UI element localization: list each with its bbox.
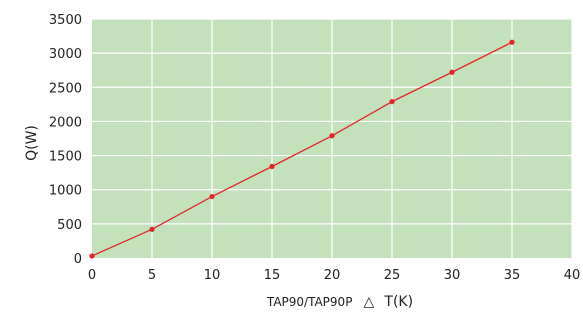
x-axis-title: TAP90/TAP90P △ T(K) [266,291,413,310]
data-point-5 [389,99,395,105]
data-point-1 [149,226,155,232]
y-tick-label-1: 500 [57,218,82,233]
data-point-4 [329,133,335,139]
data-point-7 [509,39,515,45]
y-tick-label-5: 2500 [49,81,82,96]
y-axis-ticks: 0 500 1000 1500 2000 2500 3000 3500 [49,13,82,267]
x-axis-title-suffix: T(K) [383,294,413,310]
series-line [91,41,513,257]
x-tick-label-6: 30 [444,268,461,283]
data-point-2 [209,193,215,200]
y-tick-label-0: 0 [74,252,82,267]
x-tick-label-0: 0 [88,268,96,283]
y-tick-label-6: 3000 [49,47,82,62]
grid-lines [92,18,573,258]
x-tick-label-3: 15 [264,268,281,283]
data-point-6 [449,69,455,75]
y-tick-label-4: 2000 [49,115,82,130]
y-axis-title: Q(W) [24,125,40,161]
series-markers [89,39,515,259]
x-tick-label-7: 35 [504,268,521,283]
y-tick-label-2: 1000 [49,184,82,199]
data-point-0 [89,253,95,259]
x-tick-label-5: 25 [384,268,401,283]
y-tick-label-3: 1500 [49,150,82,165]
delta-symbol: △ [364,294,375,310]
x-axis-title-prefix: TAP90/TAP90P [266,295,353,309]
x-tick-label-8: 40 [564,268,581,283]
y-tick-label-7: 3500 [49,13,82,28]
x-tick-label-4: 20 [324,268,341,283]
x-tick-label-1: 5 [148,268,156,283]
x-tick-label-2: 10 [204,268,221,283]
data-point-3 [269,163,275,170]
x-axis-ticks: 0 5 10 15 20 25 30 35 40 [88,268,580,283]
